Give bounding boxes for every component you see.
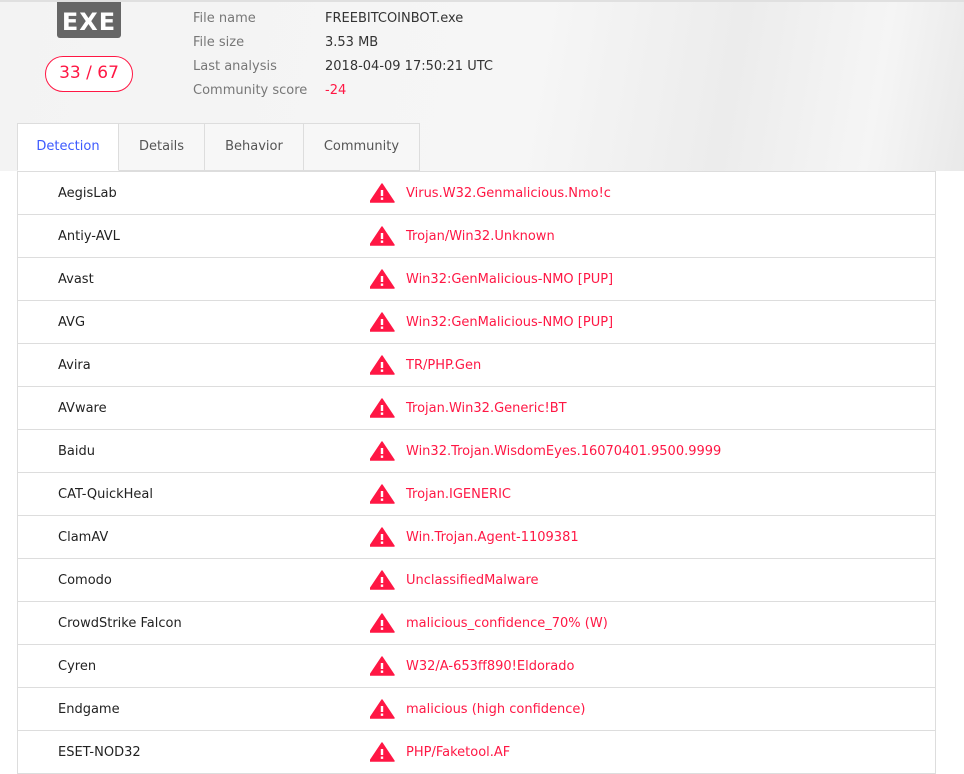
engine-name: Baidu [58, 443, 95, 459]
warning-icon [370, 183, 395, 203]
meta-row: Community score -24 [193, 79, 493, 103]
warning-icon [370, 398, 395, 418]
table-row: Comodo UnclassifiedMalware [18, 559, 935, 602]
meta-key: Last analysis [193, 59, 277, 74]
table-row: AVware Trojan.Win32.Generic!BT [18, 387, 935, 430]
detection-result: PHP/Faketool.AF [406, 744, 511, 760]
engine-name: CAT-QuickHeal [58, 486, 153, 502]
detection-result: Virus.W32.Genmalicious.Nmo!c [406, 185, 611, 201]
table-row: Antiy-AVL Trojan/Win32.Unknown [18, 215, 935, 258]
detection-result: Win32.Trojan.WisdomEyes.16070401.9500.99… [406, 443, 722, 459]
detection-result: Trojan.Win32.Generic!BT [406, 400, 567, 416]
meta-value: FREEBITCOINBOT.exe [325, 11, 464, 26]
engine-name: Avira [58, 357, 91, 373]
warning-icon [370, 656, 395, 676]
meta-value: -24 [325, 83, 347, 98]
meta-value: 3.53 MB [325, 35, 379, 50]
engine-name: Endgame [58, 701, 120, 717]
warning-icon [370, 699, 395, 719]
detection-score-badge: 33 / 67 [45, 56, 133, 92]
detection-result: W32/A-653ff890!Eldorado [406, 658, 575, 674]
engine-name: CrowdStrike Falcon [58, 615, 182, 631]
warning-icon [370, 570, 395, 590]
engine-name: Avast [58, 271, 94, 287]
table-row: Avira TR/PHP.Gen [18, 344, 935, 387]
detection-result: TR/PHP.Gen [406, 357, 482, 373]
meta-key: File size [193, 35, 245, 50]
engine-name: Antiy-AVL [58, 228, 120, 244]
file-metadata: File name FREEBITCOINBOT.exe File size 3.53… [193, 7, 493, 103]
table-row: AVG Win32:GenMalicious-NMO [PUP] [18, 301, 935, 344]
engine-name: ESET-NOD32 [58, 744, 141, 760]
warning-icon [370, 226, 395, 246]
table-row: CAT-QuickHeal Trojan.IGENERIC [18, 473, 935, 516]
meta-key: Community score [193, 83, 308, 98]
table-row: ClamAV Win.Trojan.Agent-1109381 [18, 516, 935, 559]
detection-result: UnclassifiedMalware [406, 572, 539, 588]
detection-result: Trojan/Win32.Unknown [406, 228, 555, 244]
engine-name: Cyren [58, 658, 97, 674]
engine-name: AVware [58, 400, 107, 416]
table-row: AegisLab Virus.W32.Genmalicious.Nmo!c [18, 172, 935, 215]
meta-row: File size 3.53 MB [193, 31, 493, 55]
exe-file-icon: EXE [57, 2, 121, 38]
table-row: Cyren W32/A-653ff890!Eldorado [18, 645, 935, 688]
meta-row: Last analysis 2018-04-09 17:50:21 UTC [193, 55, 493, 79]
engine-name: Comodo [58, 572, 112, 588]
detection-result: Win.Trojan.Agent-1109381 [406, 529, 579, 545]
detection-result: Win32:GenMalicious-NMO [PUP] [406, 314, 614, 330]
detection-table: AegisLab Virus.W32.Genmalicious.Nmo!c Ant… [17, 171, 936, 774]
warning-icon [370, 269, 395, 289]
meta-key: File name [193, 11, 256, 26]
tab-detection[interactable]: Detection [17, 123, 119, 171]
detection-result: malicious (high confidence) [406, 701, 586, 717]
warning-icon [370, 527, 395, 547]
warning-icon [370, 613, 395, 633]
table-row: Avast Win32:GenMalicious-NMO [PUP] [18, 258, 935, 301]
table-row: CrowdStrike Falcon malicious_confidence_… [18, 602, 935, 645]
warning-icon [370, 742, 395, 762]
warning-icon [370, 312, 395, 332]
engine-name: ClamAV [58, 529, 109, 545]
tab-behavior[interactable]: Behavior [205, 123, 304, 171]
engine-name: AegisLab [58, 185, 117, 201]
detection-result: malicious_confidence_70% (W) [406, 615, 608, 631]
table-row: Baidu Win32.Trojan.WisdomEyes.16070401.9… [18, 430, 935, 473]
meta-row: File name FREEBITCOINBOT.exe [193, 7, 493, 31]
tab-bar: Detection Details Behavior Community [17, 123, 421, 171]
warning-icon [370, 441, 395, 461]
warning-icon [370, 484, 395, 504]
detection-result: Win32:GenMalicious-NMO [PUP] [406, 271, 614, 287]
tab-details[interactable]: Details [119, 123, 206, 171]
warning-icon [370, 355, 395, 375]
detection-result: Trojan.IGENERIC [406, 486, 511, 502]
engine-name: AVG [58, 314, 86, 330]
meta-value: 2018-04-09 17:50:21 UTC [325, 59, 493, 74]
tab-community[interactable]: Community [303, 123, 421, 171]
table-row: Endgame malicious (high confidence) [18, 688, 935, 731]
